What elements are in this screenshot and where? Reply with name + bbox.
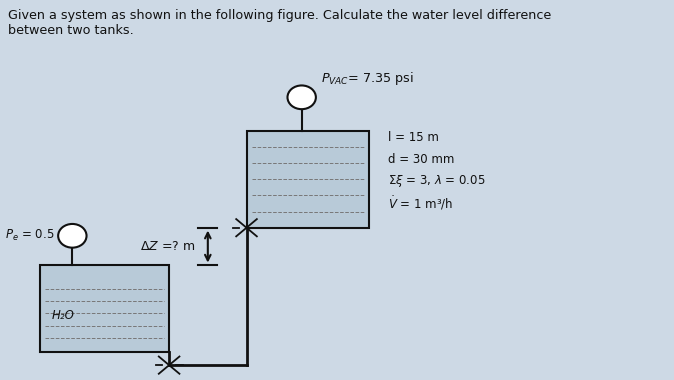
- Bar: [247, 131, 369, 228]
- Text: d = 30 mm: d = 30 mm: [388, 153, 455, 166]
- Text: $\Delta Z$ =? m: $\Delta Z$ =? m: [140, 240, 195, 253]
- Text: $P_{VAC}$= 7.35 psi: $P_{VAC}$= 7.35 psi: [321, 70, 414, 87]
- Text: $\dot{V}$ = 1 m³/h: $\dot{V}$ = 1 m³/h: [388, 194, 454, 212]
- Circle shape: [288, 86, 316, 109]
- Text: Given a system as shown in the following figure. Calculate the water level diffe: Given a system as shown in the following…: [8, 9, 551, 37]
- Text: H₂O: H₂O: [52, 309, 75, 322]
- Text: $P_e$ = 0.5 at: $P_e$ = 0.5 at: [5, 228, 71, 243]
- Text: $\Sigma\xi$ = 3, $\lambda$ = 0.05: $\Sigma\xi$ = 3, $\lambda$ = 0.05: [388, 173, 486, 189]
- Text: l = 15 m: l = 15 m: [388, 131, 439, 144]
- Circle shape: [58, 224, 86, 248]
- Bar: [40, 266, 169, 352]
